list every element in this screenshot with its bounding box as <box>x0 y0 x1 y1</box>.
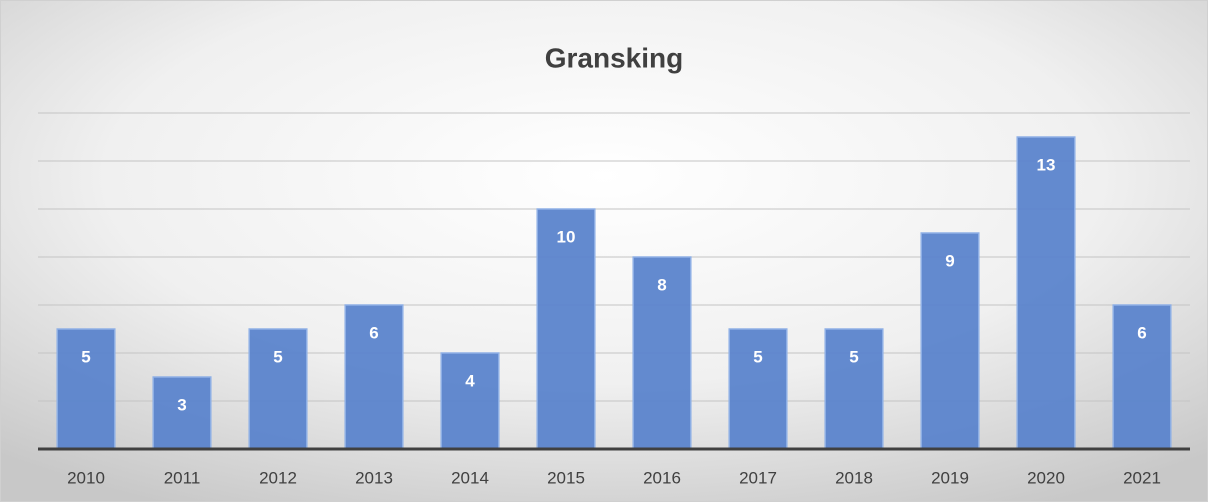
bar <box>1112 304 1172 450</box>
x-tick-label: 2021 <box>1123 468 1161 487</box>
bar <box>1016 136 1076 450</box>
bar <box>728 328 788 450</box>
x-tick-label: 2013 <box>355 468 393 487</box>
data-label: 3 <box>177 395 186 414</box>
x-tick-label: 2011 <box>164 468 201 487</box>
x-tick-label: 2014 <box>451 468 489 487</box>
x-tick-label: 2016 <box>643 468 681 487</box>
data-label: 5 <box>753 347 762 366</box>
chart-title: Gransking <box>545 42 683 73</box>
data-label: 6 <box>369 323 378 342</box>
data-label: 10 <box>557 227 576 246</box>
x-tick-label: 2012 <box>259 468 297 487</box>
x-tick-label: 2015 <box>547 468 585 487</box>
x-tick-label: 2018 <box>835 468 873 487</box>
bar <box>152 376 212 450</box>
data-label: 4 <box>465 371 475 390</box>
bar <box>536 208 596 450</box>
x-tick-label: 2010 <box>67 468 105 487</box>
data-label: 5 <box>81 347 90 366</box>
bar <box>440 352 500 450</box>
data-label: 6 <box>1137 323 1146 342</box>
data-label: 8 <box>657 275 666 294</box>
data-label: 13 <box>1037 155 1056 174</box>
data-label: 9 <box>945 251 954 270</box>
data-label: 5 <box>849 347 858 366</box>
x-tick-label: 2019 <box>931 468 969 487</box>
data-label: 5 <box>273 347 282 366</box>
bar <box>920 232 980 450</box>
bar <box>248 328 308 450</box>
x-tick-label: 2017 <box>739 468 777 487</box>
bar <box>632 256 692 450</box>
bar <box>344 304 404 450</box>
x-tick-label: 2020 <box>1027 468 1065 487</box>
